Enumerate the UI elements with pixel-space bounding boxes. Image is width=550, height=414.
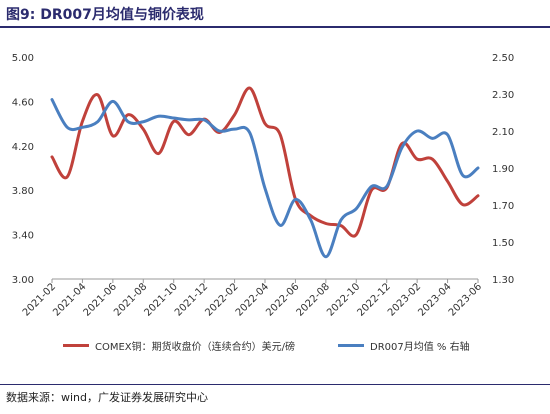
right-axis-ticks: 1.30 1.50 1.70 1.90 2.10 2.30 2.50	[492, 53, 514, 286]
right-tick-label: 2.50	[492, 53, 514, 64]
title-divider	[0, 26, 550, 28]
left-tick-label: 5.00	[12, 53, 34, 64]
series-layer	[50, 86, 480, 259]
right-tick-label: 1.70	[492, 201, 514, 212]
left-tick-label: 3.80	[12, 186, 34, 197]
legend-item-dr007: DR007月均值 % 右轴	[338, 338, 470, 353]
source-note: 数据来源：wind，广发证券发展研究中心	[6, 391, 209, 404]
left-tick-label: 3.00	[12, 275, 34, 286]
series-line-dr007	[50, 98, 480, 259]
left-tick-label: 4.20	[12, 142, 34, 153]
chart-legend: COMEX铜：期货收盘价（连续合约）美元/磅 DR007月均值 % 右轴	[0, 338, 550, 358]
x-axis-ticks: 2021-022021-042021-062021-082021-102021-…	[21, 279, 484, 319]
right-tick-label: 1.90	[492, 164, 514, 175]
legend-swatch-dr007	[338, 344, 364, 347]
left-axis-ticks: 3.00 3.40 3.80 4.20 4.60 5.00	[12, 53, 34, 286]
right-tick-label: 1.50	[492, 238, 514, 249]
legend-label-copper: COMEX铜：期货收盘价（连续合约）美元/磅	[95, 342, 296, 353]
source-divider	[0, 384, 550, 385]
left-tick-label: 3.40	[12, 231, 34, 242]
figure-title: 图9: DR007月均值与铜价表现	[6, 7, 204, 23]
legend-swatch-copper	[63, 344, 89, 347]
x-tick-label: 2023-06	[447, 281, 484, 318]
right-tick-label: 1.30	[492, 275, 514, 286]
left-tick-label: 4.60	[12, 97, 34, 108]
legend-item-copper: COMEX铜：期货收盘价（连续合约）美元/磅	[63, 338, 295, 353]
series-line-copper	[50, 86, 480, 238]
right-tick-label: 2.10	[492, 127, 514, 138]
right-tick-label: 2.30	[492, 90, 514, 101]
legend-label-dr007: DR007月均值 % 右轴	[370, 342, 470, 353]
